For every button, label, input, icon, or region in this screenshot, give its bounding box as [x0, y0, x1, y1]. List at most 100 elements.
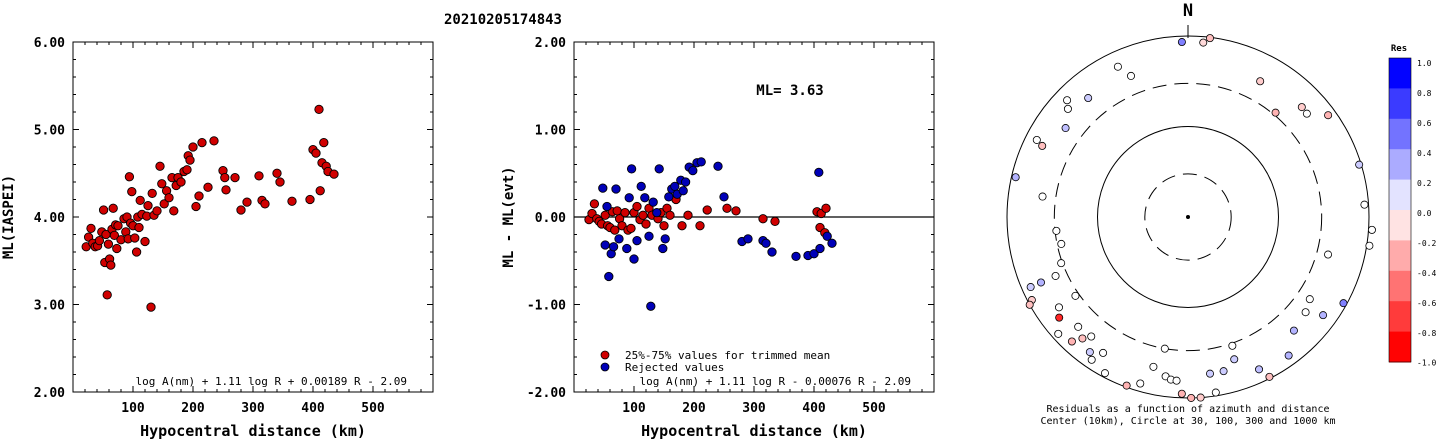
data-point-s0: [191, 201, 201, 212]
x-tick-label: 400: [301, 401, 325, 416]
data-point-s1: [648, 197, 658, 207]
y-tick-label: 2.00: [34, 386, 65, 401]
formula-label: log A(nm) + 1.11 log R - 0.00076 R - 2.0…: [639, 375, 911, 388]
data-point-s0: [164, 193, 174, 203]
data-point-s0: [188, 142, 198, 152]
colorbar-cell: [1389, 210, 1411, 241]
data-point-s0: [620, 207, 630, 218]
data-point-s1: [719, 192, 729, 202]
data-point-s0: [272, 168, 282, 178]
data-point-s1: [632, 235, 642, 246]
data-point-s0: [641, 219, 651, 229]
x-tick-label: 100: [622, 401, 646, 416]
colorbar-tick-label: -0.2: [1417, 239, 1436, 248]
data-point-s0: [130, 233, 140, 243]
data-point-s0: [314, 104, 324, 115]
data-point-s1: [629, 254, 639, 264]
data-point-s0: [311, 148, 321, 158]
station-point: [1100, 369, 1109, 378]
colorbar-cell: [1389, 301, 1411, 333]
y-axis-label: ML - ML(evt): [501, 166, 517, 267]
data-point-s0: [159, 199, 169, 209]
y-axis-label: ML(IASPEI): [1, 175, 17, 259]
station-point: [1084, 94, 1093, 103]
north-label: N: [1183, 1, 1193, 21]
station-point: [1219, 367, 1228, 376]
station-point: [1297, 103, 1306, 112]
data-point-s0: [86, 223, 96, 234]
caption-line-2: Center (10km), Circle at 30, 100, 300 an…: [1040, 416, 1335, 427]
y-tick-label: -2.00: [527, 386, 566, 401]
colorbar-cell: [1389, 149, 1411, 181]
data-point-s0: [109, 230, 120, 241]
colorbar-tick-label: -0.8: [1417, 329, 1436, 338]
x-tick-label: 500: [862, 401, 886, 416]
data-point-s1: [602, 201, 612, 212]
data-point-s0: [242, 197, 252, 207]
data-point-s0: [197, 137, 207, 148]
data-point-s0: [770, 216, 780, 227]
data-point-s0: [155, 161, 165, 171]
station-point: [1265, 372, 1274, 381]
data-point-s1: [614, 234, 624, 244]
station-point: [1319, 311, 1328, 320]
data-point-s1: [611, 184, 621, 194]
azimuth-residuals-chart: N Residuals as a function of azimuth and…: [1006, 1, 1376, 427]
y-tick-label: 3.00: [34, 299, 65, 314]
station-point: [1172, 376, 1181, 385]
x-tick-label: 200: [682, 401, 706, 416]
colorbar-tick-label: 0.4: [1417, 149, 1432, 158]
colorbar-tick-label: 0.0: [1417, 209, 1432, 218]
data-point-s0: [683, 210, 693, 220]
legend-marker-trimmed: [600, 350, 610, 360]
station-point: [1367, 225, 1376, 234]
data-point-s0: [203, 182, 213, 192]
y-tick-label: 1.00: [535, 124, 566, 139]
station-point: [1025, 300, 1034, 309]
station-point: [1087, 332, 1096, 341]
y-tick-label: 4.00: [34, 211, 65, 226]
station-point: [1187, 393, 1196, 402]
station-point: [1038, 192, 1047, 201]
colorbar-cell: [1389, 270, 1411, 302]
data-point-s0: [143, 200, 153, 211]
data-point-s1: [809, 249, 819, 259]
station-point: [1136, 379, 1145, 388]
data-point-s1: [608, 242, 619, 252]
station-point: [1160, 344, 1169, 353]
station-point: [1055, 313, 1064, 322]
colorbar-cell: [1389, 118, 1411, 150]
data-point-s0: [157, 179, 167, 189]
station-point: [1199, 38, 1208, 47]
data-point-s1: [660, 234, 670, 244]
data-point-s0: [140, 236, 150, 247]
colorbar-cells: [1388, 57, 1412, 363]
y-tick-label: -1.00: [527, 299, 566, 314]
station-point: [1054, 303, 1063, 312]
data-point-s0: [94, 235, 105, 246]
colorbar-tick-label: 0.2: [1417, 179, 1432, 188]
data-point-s0: [236, 205, 246, 215]
colorbar-tick-label: -0.6: [1417, 299, 1436, 308]
data-point-s0: [329, 169, 339, 179]
x-tick-label: 300: [742, 401, 766, 416]
formula-label: log A(nm) + 1.11 log R + 0.00189 R - 2.0…: [135, 375, 407, 388]
data-point-s0: [665, 210, 675, 220]
colorbar-tick-label: -0.4: [1417, 269, 1436, 278]
station-point: [1032, 135, 1041, 144]
station-point: [1339, 299, 1348, 308]
station-point: [1061, 124, 1070, 133]
data-point-s0: [638, 210, 648, 220]
data-point-s0: [169, 206, 179, 216]
data-point-s1: [622, 243, 632, 254]
ring-100km: [1097, 126, 1279, 308]
station-point: [1054, 329, 1063, 338]
x-tick-label: 200: [181, 401, 205, 416]
colorbar-frame: [1388, 57, 1412, 363]
data-point-s0: [108, 203, 118, 213]
x-tick-label: 100: [121, 401, 145, 416]
colorbar-cell: [1389, 240, 1411, 272]
colorbar-tick-label: 0.8: [1417, 89, 1432, 98]
data-point-s0: [194, 191, 204, 201]
data-point-s0: [185, 155, 195, 165]
